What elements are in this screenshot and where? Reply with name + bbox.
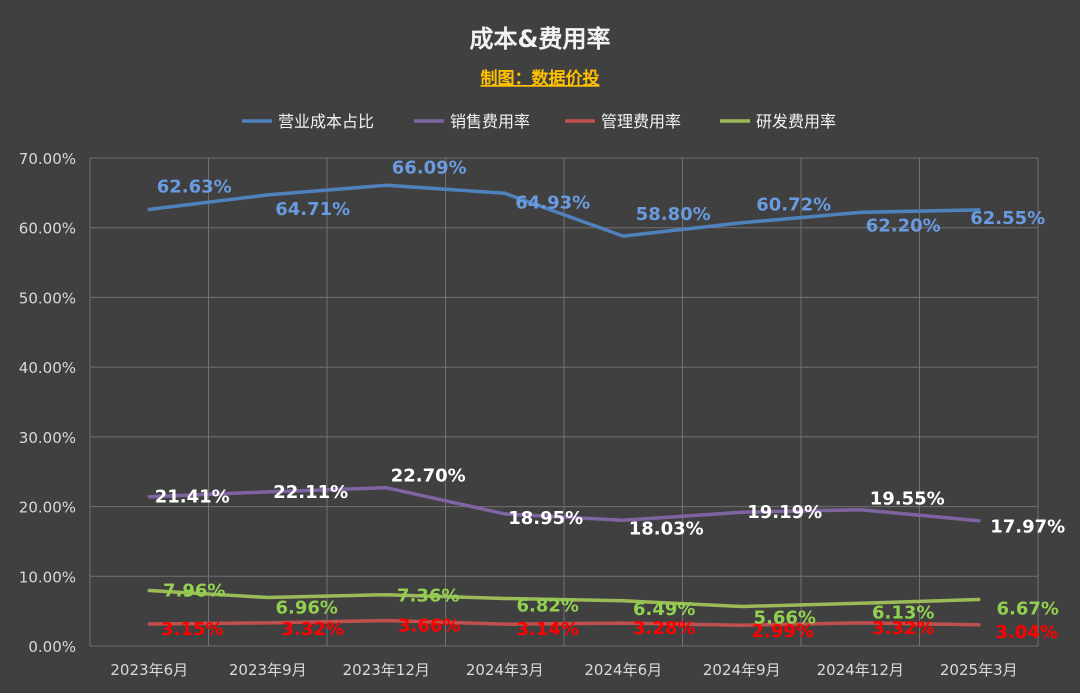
data-label: 3.14% <box>517 619 579 640</box>
x-tick-label: 2024年9月 <box>703 661 781 679</box>
data-label: 18.03% <box>629 518 704 539</box>
legend-label: 研发费用率 <box>756 112 836 131</box>
legend-label: 管理费用率 <box>601 112 681 131</box>
axes: 0.00% 10.00% 20.00% 30.00% 40.00% 50.00% 60.00… <box>19 150 1018 679</box>
y-tick-label: 70.00% <box>19 150 76 168</box>
data-label: 62.63% <box>157 176 232 197</box>
x-tick-label: 2023年6月 <box>110 661 188 679</box>
data-label: 6.49% <box>633 599 695 620</box>
data-label: 17.97% <box>990 517 1065 538</box>
data-label: 62.20% <box>866 215 941 236</box>
data-label: 3.15% <box>161 619 223 640</box>
data-labels: 62.63% 64.71% 66.09% 64.93% 58.80% 60.72% 62.2… <box>155 157 1065 643</box>
grid-lines <box>89 157 1039 647</box>
x-tick-label: 2023年9月 <box>229 661 307 679</box>
chart-title: 成本&费用率 <box>470 25 611 53</box>
series-line <box>147 485 981 523</box>
data-label: 60.72% <box>756 195 831 216</box>
y-tick-label: 10.00% <box>19 568 76 586</box>
x-tick-label: 2024年12月 <box>817 661 904 679</box>
x-tick-label: 2023年12月 <box>343 661 430 679</box>
data-label: 7.36% <box>397 586 459 607</box>
chart-subtitle: 制图：数据价投 <box>481 68 600 89</box>
data-label: 6.82% <box>517 595 579 616</box>
data-label: 22.11% <box>273 482 348 503</box>
y-tick-label: 40.00% <box>19 359 76 377</box>
data-label: 3.28% <box>633 618 695 639</box>
data-label: 3.66% <box>398 615 460 636</box>
data-label: 3.32% <box>282 619 344 640</box>
data-label: 19.55% <box>870 489 945 510</box>
series-line <box>147 183 981 238</box>
data-label: 64.71% <box>275 199 350 220</box>
data-label: 6.96% <box>276 597 338 618</box>
x-tick-label: 2025年3月 <box>940 661 1018 679</box>
y-tick-label: 20.00% <box>19 499 76 517</box>
y-tick-label: 50.00% <box>19 289 76 307</box>
data-label: 18.95% <box>508 508 583 529</box>
data-label: 66.09% <box>392 157 467 178</box>
data-label: 21.41% <box>155 487 230 508</box>
data-label: 2.99% <box>752 621 814 642</box>
x-tick-label: 2024年3月 <box>466 661 544 679</box>
legend-label: 营业成本占比 <box>278 112 374 131</box>
data-label: 19.19% <box>747 502 822 523</box>
data-label: 5.66% <box>754 608 816 629</box>
data-label: 7.96% <box>163 581 225 602</box>
x-tick-label: 2024年6月 <box>584 661 662 679</box>
data-label: 22.70% <box>391 466 466 487</box>
data-label: 3.32% <box>872 618 934 639</box>
y-tick-label: 60.00% <box>19 220 76 238</box>
data-label: 6.67% <box>997 599 1059 620</box>
data-label: 6.13% <box>872 602 934 623</box>
data-label: 58.80% <box>636 204 711 225</box>
y-tick-label: 30.00% <box>19 429 76 447</box>
data-label: 62.55% <box>970 208 1045 229</box>
data-label: 64.93% <box>515 192 590 213</box>
data-label: 3.04% <box>996 622 1058 643</box>
legend: 营业成本占比 销售费用率 管理费用率 研发费用率 <box>242 112 836 131</box>
y-tick-label: 0.00% <box>28 638 76 656</box>
legend-label: 销售费用率 <box>450 112 530 131</box>
series-line <box>147 618 981 627</box>
series-lines <box>147 183 981 627</box>
series-line <box>147 588 981 609</box>
